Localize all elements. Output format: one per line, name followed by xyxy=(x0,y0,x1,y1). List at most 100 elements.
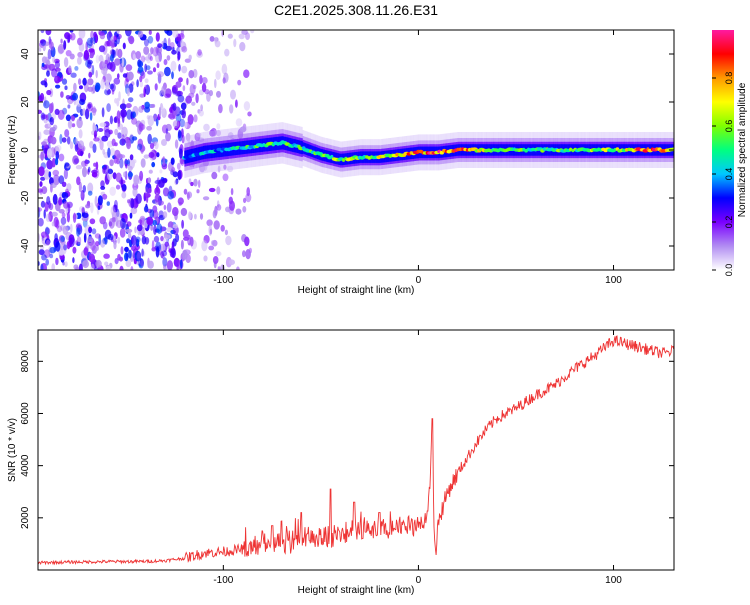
snr-x-tick-label: 0 xyxy=(416,575,422,586)
heatmap-cell xyxy=(203,123,210,132)
heatmap-cell xyxy=(40,176,46,181)
heatmap-cell xyxy=(52,169,60,176)
heatmap-cell xyxy=(72,92,78,101)
heatmap-cell xyxy=(124,246,129,253)
heatmap-cell xyxy=(146,115,151,120)
heatmap-cell xyxy=(172,102,177,112)
heatmap-cell xyxy=(104,261,109,266)
heatmap-cell xyxy=(144,205,149,213)
heatmap-cell xyxy=(126,87,130,97)
heatmap-cell xyxy=(166,202,172,213)
heatmap-cell xyxy=(177,94,185,103)
heatmap-cell xyxy=(153,225,157,235)
heatmap-cell xyxy=(183,236,190,241)
heatmap-cell xyxy=(166,260,173,270)
heatmap-cell xyxy=(195,132,202,137)
heatmap-cell xyxy=(41,186,48,195)
heatmap-cell xyxy=(241,30,248,35)
heatmap-cell xyxy=(71,115,75,122)
heatmap-cell xyxy=(48,203,54,211)
heatmap-cell xyxy=(45,30,52,36)
heatmap-cell xyxy=(63,57,69,68)
spectrogram-x-axis: -100 0 100 xyxy=(213,30,622,286)
heatmap-cell xyxy=(58,209,65,214)
heatmap-cell xyxy=(155,52,162,63)
heatmap-cell xyxy=(54,60,61,69)
heatmap-cell xyxy=(78,30,86,39)
heatmap-cell xyxy=(55,144,62,152)
heatmap-cell xyxy=(147,187,152,194)
heatmap-cell xyxy=(59,239,64,251)
heatmap-cell xyxy=(211,171,218,180)
heatmap-cell xyxy=(64,85,68,91)
heatmap-cell xyxy=(38,109,42,114)
heatmap-cell xyxy=(176,264,179,270)
heatmap-cell xyxy=(44,81,48,88)
snr-y-tick-label: 2000 xyxy=(20,506,31,529)
heatmap-cell xyxy=(71,123,76,128)
heatmap-cell xyxy=(38,95,43,102)
heatmap-cell xyxy=(184,121,188,129)
snr-y-tick-label: 6000 xyxy=(20,402,31,425)
heatmap-cell xyxy=(229,200,235,211)
heatmap-cell xyxy=(136,224,143,232)
heatmap-cell xyxy=(155,32,160,42)
heatmap-cell xyxy=(38,207,42,212)
heatmap-cell xyxy=(114,39,118,47)
heatmap-cell xyxy=(75,165,83,170)
heatmap-cell xyxy=(126,139,132,150)
heatmap-cell xyxy=(63,40,67,50)
heatmap-cell xyxy=(113,199,118,211)
heatmap-cell xyxy=(242,250,246,258)
colorbar-gradient xyxy=(712,30,734,270)
spectrogram-y-tick-label: -40 xyxy=(20,238,31,253)
heatmap-cell xyxy=(170,157,175,165)
heatmap-cell xyxy=(50,136,57,145)
heatmap-cell xyxy=(88,253,95,263)
heatmap-cell xyxy=(50,41,54,51)
heatmap-cell xyxy=(135,51,142,60)
heatmap-cell xyxy=(51,157,56,168)
heatmap-cell xyxy=(180,207,188,217)
heatmap-cell xyxy=(94,195,98,207)
heatmap-cell xyxy=(243,101,251,111)
heatmap-cell xyxy=(172,206,179,217)
heatmap-cell xyxy=(193,114,198,123)
heatmap-cell xyxy=(172,86,177,95)
heatmap-cell xyxy=(82,77,87,86)
heatmap-cell xyxy=(117,48,123,59)
heatmap-cell xyxy=(49,253,54,259)
spectrogram-x-tick-label: 100 xyxy=(605,275,622,286)
heatmap-cell xyxy=(74,66,79,71)
heatmap-cell xyxy=(84,159,88,167)
heatmap-cell xyxy=(138,122,144,132)
heatmap-cell xyxy=(212,256,219,264)
heatmap-cell xyxy=(89,112,93,121)
heatmap-cell xyxy=(38,166,45,177)
heatmap-cell xyxy=(172,224,179,229)
heatmap-cell xyxy=(244,236,250,247)
snr-panel: -100 0 100 2000 4000 6000 8000 Height of stra… xyxy=(7,329,675,596)
heatmap-cell xyxy=(147,70,153,75)
heatmap-cell xyxy=(123,171,126,178)
heatmap-cell xyxy=(46,148,53,159)
heatmap-cell xyxy=(185,132,191,142)
heatmap-cell xyxy=(152,46,159,57)
heatmap-cell xyxy=(95,259,102,268)
heatmap-cell xyxy=(163,265,166,270)
heatmap-cell xyxy=(216,186,221,195)
heatmap-cell xyxy=(102,149,106,155)
heatmap-cell xyxy=(149,209,155,218)
heatmap-cell xyxy=(95,241,100,247)
heatmap-cell xyxy=(110,83,116,92)
heatmap-cell xyxy=(109,159,114,167)
heatmap-cell xyxy=(134,250,142,262)
heatmap-cell xyxy=(212,209,217,219)
heatmap-cell xyxy=(75,224,81,229)
heatmap-cell xyxy=(153,235,160,243)
heatmap-cell xyxy=(235,118,243,127)
heatmap-cell xyxy=(197,49,202,56)
heatmap-cell xyxy=(125,30,132,37)
heatmap-cell xyxy=(109,61,116,72)
heatmap-cell xyxy=(122,42,126,50)
